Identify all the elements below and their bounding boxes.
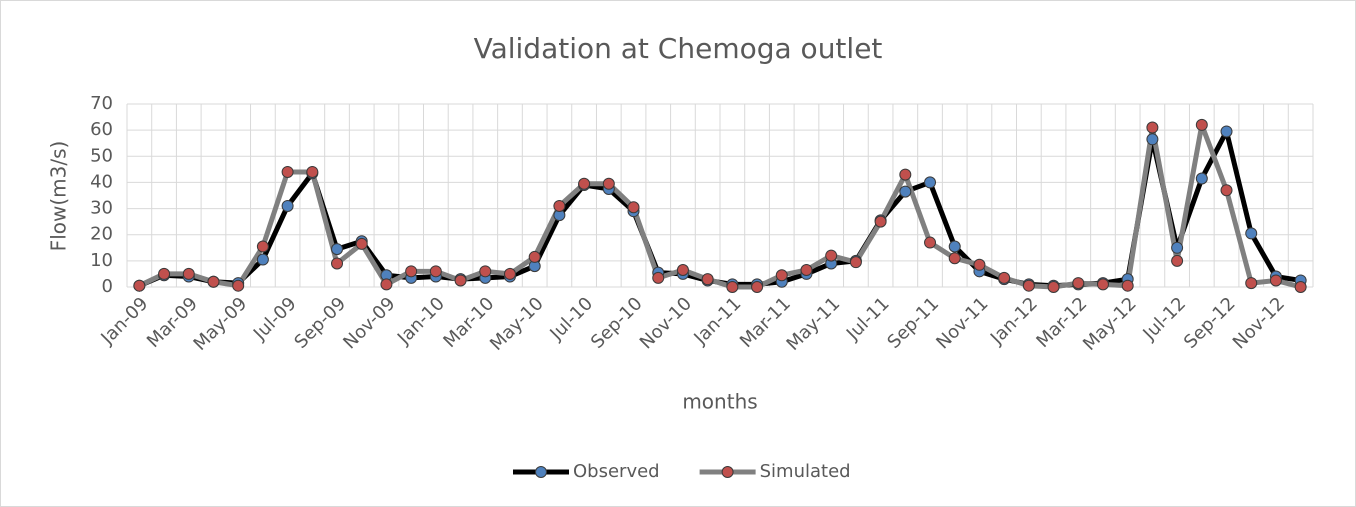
point xyxy=(1171,254,1184,267)
point xyxy=(256,253,269,266)
point xyxy=(1171,241,1184,254)
y-axis-label: Flow(m3/s) xyxy=(47,141,71,252)
point xyxy=(899,168,912,181)
point xyxy=(405,265,418,278)
point xyxy=(331,257,344,270)
point xyxy=(948,252,961,265)
point xyxy=(1096,278,1109,291)
point xyxy=(207,275,220,288)
point xyxy=(553,199,566,212)
point xyxy=(726,281,739,293)
point xyxy=(1146,121,1159,134)
point xyxy=(602,177,615,190)
point xyxy=(503,267,516,280)
y-tick-label: 40 xyxy=(90,171,113,192)
point xyxy=(331,243,344,256)
y-tick-label: 70 xyxy=(90,93,113,114)
point xyxy=(1220,125,1233,138)
point xyxy=(479,265,492,278)
point xyxy=(973,258,986,271)
x-axis-label: months xyxy=(682,390,757,414)
point xyxy=(924,176,937,189)
legend-marker xyxy=(535,466,547,478)
point xyxy=(281,165,294,178)
point xyxy=(1245,277,1258,290)
point xyxy=(1146,133,1159,146)
point xyxy=(676,264,689,277)
point xyxy=(454,274,467,287)
chart-title: Validation at Chemoga outlet xyxy=(474,32,883,65)
point xyxy=(998,271,1011,284)
point xyxy=(1245,227,1258,240)
point xyxy=(924,236,937,249)
point xyxy=(1022,279,1035,292)
point xyxy=(528,250,541,263)
point xyxy=(1220,184,1233,197)
y-tick-label: 20 xyxy=(90,224,113,245)
point xyxy=(158,267,171,280)
y-tick-label: 50 xyxy=(90,145,113,166)
y-tick-label: 10 xyxy=(90,250,113,271)
point xyxy=(1121,279,1134,292)
y-tick-label: 0 xyxy=(102,276,113,297)
point xyxy=(874,215,887,228)
point xyxy=(578,177,591,190)
point xyxy=(627,201,640,214)
point xyxy=(429,265,442,278)
point xyxy=(380,278,393,291)
point xyxy=(1047,281,1060,293)
y-tick-label: 60 xyxy=(90,119,113,140)
point xyxy=(355,237,368,250)
point xyxy=(899,185,912,198)
point xyxy=(1294,281,1307,293)
legend-label: Simulated xyxy=(760,461,851,482)
point xyxy=(281,199,294,212)
point xyxy=(182,267,195,280)
point xyxy=(256,240,269,253)
point xyxy=(1195,118,1208,131)
point xyxy=(701,273,714,286)
point xyxy=(849,256,862,269)
point xyxy=(232,279,245,292)
point xyxy=(1195,172,1208,185)
point xyxy=(1269,274,1282,287)
point xyxy=(948,240,961,253)
point xyxy=(306,165,319,178)
point xyxy=(652,271,665,284)
point xyxy=(775,269,788,282)
legend-label: Observed xyxy=(573,461,660,482)
point xyxy=(800,264,813,277)
point xyxy=(133,279,146,292)
legend-marker xyxy=(721,466,734,478)
point xyxy=(1072,277,1085,290)
point xyxy=(825,249,838,262)
point xyxy=(751,281,764,293)
y-tick-label: 30 xyxy=(90,198,113,219)
